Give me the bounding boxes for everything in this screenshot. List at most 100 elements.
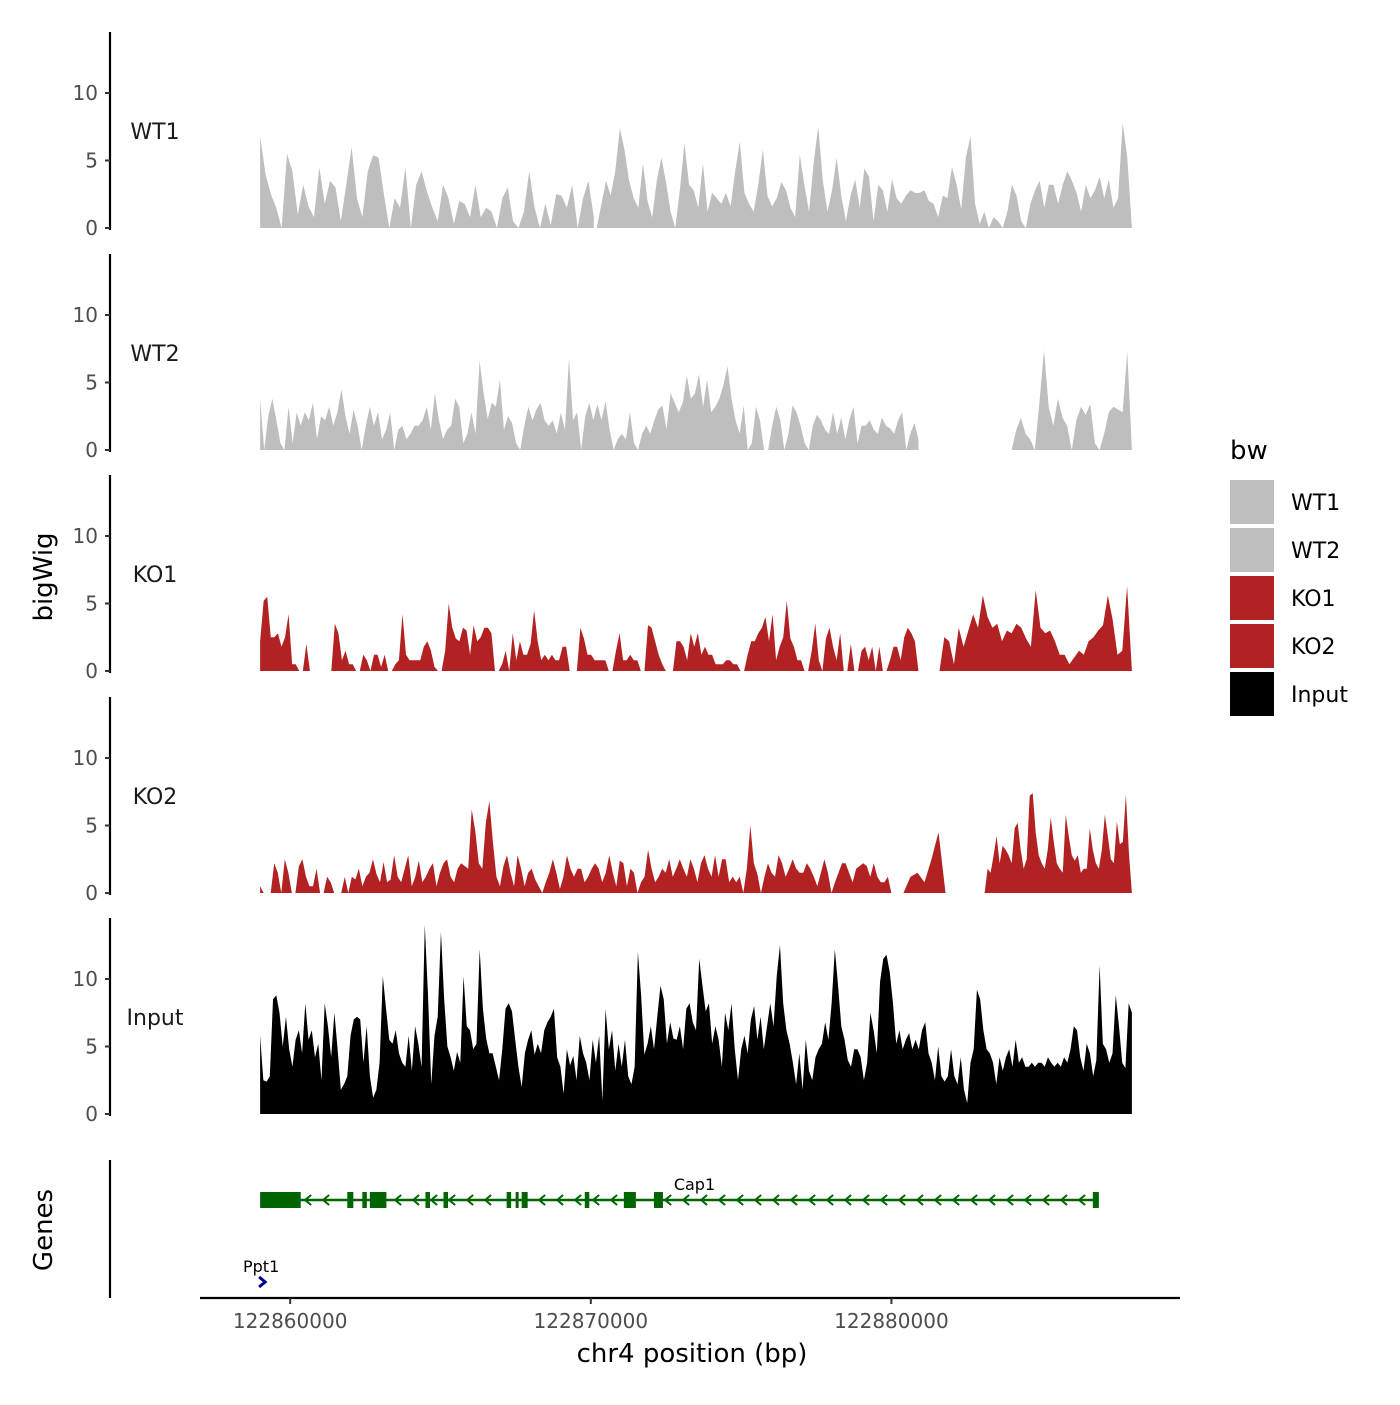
legend-swatch-ko1 bbox=[1230, 576, 1274, 620]
y-tick-label-ko2-0: 0 bbox=[85, 881, 98, 905]
gene-strand-arrow-cap1-32 bbox=[987, 1194, 996, 1206]
track-label-ko1: KO1 bbox=[133, 563, 178, 588]
gene-strand-arrow-cap1-6 bbox=[447, 1194, 456, 1206]
x-tick-label-122870000: 122870000 bbox=[534, 1309, 649, 1333]
track-label-wt1: WT1 bbox=[130, 120, 179, 145]
gene-strand-arrow-cap1-34 bbox=[1023, 1194, 1032, 1206]
track-label-ko2: KO2 bbox=[133, 785, 178, 810]
gene-strand-arrow-cap1-17 bbox=[717, 1194, 726, 1206]
legend-label-ko2: KO2 bbox=[1291, 635, 1336, 660]
gene-exon-cap1-12 bbox=[653, 1192, 663, 1208]
gene-strand-arrow-cap1-15 bbox=[681, 1194, 690, 1206]
gene-strand-arrow-cap1-37 bbox=[1077, 1194, 1086, 1206]
coverage-area-wt1-1 bbox=[260, 136, 594, 228]
gene-exon-cap1-5 bbox=[425, 1192, 430, 1208]
gene-exon-cap1-10 bbox=[584, 1192, 590, 1208]
gene-strand-arrow-cap1-14 bbox=[663, 1194, 672, 1206]
gene-strand-arrow-cap1-21 bbox=[789, 1194, 798, 1206]
track-label-wt2: WT2 bbox=[130, 342, 179, 367]
gene-strand-arrow-cap1-5 bbox=[429, 1194, 438, 1206]
gene-exon-cap1-13 bbox=[1092, 1192, 1099, 1208]
coverage-area-wt2-1 bbox=[260, 358, 919, 450]
coverage-area-ko2-2 bbox=[903, 832, 946, 893]
coverage-area-wt1-2 bbox=[596, 122, 1132, 228]
gene-strand-arrow-cap1-11 bbox=[573, 1194, 582, 1206]
gene-strand-arrow-cap1-28 bbox=[915, 1194, 924, 1206]
gene-strand-arrow-cap1-26 bbox=[879, 1194, 888, 1206]
y-tick-label-wt1-5: 5 bbox=[85, 149, 98, 173]
coverage-area-ko2-3 bbox=[984, 793, 1132, 893]
gene-marker-ppt1 bbox=[258, 1275, 268, 1289]
gene-exon-cap1-9 bbox=[521, 1192, 528, 1208]
legend-swatch-input bbox=[1230, 672, 1274, 716]
gene-label-ppt1: Ppt1 bbox=[243, 1257, 279, 1276]
x-tick-label-122880000: 122880000 bbox=[834, 1309, 949, 1333]
gene-label-cap1: Cap1 bbox=[674, 1175, 715, 1194]
y-tick-label-wt1-0: 0 bbox=[85, 216, 98, 240]
y-tick-label-wt1-10: 10 bbox=[73, 81, 98, 105]
gene-strand-arrow-cap1-36 bbox=[1059, 1194, 1068, 1206]
y-tick-label-ko1-0: 0 bbox=[85, 659, 98, 683]
legend-title: bw bbox=[1230, 436, 1268, 466]
gene-exon-cap1-7 bbox=[506, 1192, 512, 1208]
legend-swatch-ko2 bbox=[1230, 624, 1274, 668]
gene-strand-arrow-cap1-27 bbox=[897, 1194, 906, 1206]
y-tick-label-ko1-5: 5 bbox=[85, 592, 98, 616]
gene-exon-cap1-2 bbox=[347, 1192, 354, 1208]
y-tick-label-ko2-10: 10 bbox=[73, 746, 98, 770]
coverage-area-wt2-2 bbox=[1011, 350, 1132, 450]
legend-label-wt2: WT2 bbox=[1291, 539, 1340, 564]
y-tick-label-input-10: 10 bbox=[73, 967, 98, 991]
gene-strand-arrow-cap1-4 bbox=[411, 1194, 420, 1206]
gene-strand-arrow-cap1-2 bbox=[321, 1194, 330, 1206]
gene-strand-arrow-cap1-12 bbox=[591, 1194, 600, 1206]
y-tick-label-wt2-0: 0 bbox=[85, 438, 98, 462]
coverage-area-ko1-1 bbox=[260, 596, 919, 671]
gene-strand-arrow-cap1-16 bbox=[699, 1194, 708, 1206]
gene-strand-arrow-cap1-18 bbox=[735, 1194, 744, 1206]
y-tick-label-wt2-5: 5 bbox=[85, 371, 98, 395]
y-axis-title: bigWig bbox=[29, 532, 59, 621]
gene-strand-arrow-cap1-25 bbox=[861, 1194, 870, 1206]
legend-swatch-wt1 bbox=[1230, 480, 1274, 524]
gene-strand-arrow-cap1-9 bbox=[537, 1194, 546, 1206]
gene-exon-cap1-11 bbox=[623, 1192, 636, 1208]
gene-strand-arrow-cap1-7 bbox=[465, 1194, 474, 1206]
legend-swatch-wt2 bbox=[1230, 528, 1274, 572]
legend-label-wt1: WT1 bbox=[1291, 491, 1340, 516]
gene-strand-arrow-cap1-30 bbox=[951, 1194, 960, 1206]
legend-label-input: Input bbox=[1291, 683, 1348, 708]
gene-strand-arrow-cap1-23 bbox=[825, 1194, 834, 1206]
gene-strand-arrow-cap1-8 bbox=[483, 1194, 492, 1206]
y-tick-label-input-0: 0 bbox=[85, 1102, 98, 1126]
coverage-area-ko1-2 bbox=[939, 585, 1132, 671]
coverage-area-ko2-1 bbox=[260, 801, 892, 893]
gene-strand-arrow-cap1-33 bbox=[1005, 1194, 1014, 1206]
y-tick-label-input-5: 5 bbox=[85, 1035, 98, 1059]
x-tick-label-122860000: 122860000 bbox=[233, 1309, 348, 1333]
gene-strand-arrow-cap1-24 bbox=[843, 1194, 852, 1206]
gene-strand-arrow-cap1-19 bbox=[753, 1194, 762, 1206]
gene-strand-arrow-cap1-29 bbox=[933, 1194, 942, 1206]
gene-strand-arrow-cap1-20 bbox=[771, 1194, 780, 1206]
gene-exon-cap1-8 bbox=[515, 1192, 519, 1208]
gene-strand-arrow-cap1-1 bbox=[303, 1194, 312, 1206]
gene-exon-cap1-6 bbox=[443, 1192, 449, 1208]
gene-exon-cap1-1 bbox=[260, 1192, 301, 1208]
y-tick-label-ko1-10: 10 bbox=[73, 524, 98, 548]
gene-exon-cap1-4 bbox=[369, 1192, 387, 1208]
gene-strand-arrow-cap1-31 bbox=[969, 1194, 978, 1206]
legend-label-ko1: KO1 bbox=[1291, 587, 1336, 612]
gene-strand-arrow-cap1-3 bbox=[393, 1194, 402, 1206]
coverage-area-input-1 bbox=[260, 925, 1132, 1114]
gene-strand-arrow-cap1-22 bbox=[807, 1194, 816, 1206]
gene-exon-cap1-3 bbox=[362, 1192, 367, 1208]
gene-strand-arrow-cap1-13 bbox=[609, 1194, 618, 1206]
gene-strand-arrow-cap1-10 bbox=[555, 1194, 564, 1206]
gene-strand-arrow-cap1-35 bbox=[1041, 1194, 1050, 1206]
genes-axis-title: Genes bbox=[29, 1189, 59, 1271]
y-tick-label-ko2-5: 5 bbox=[85, 814, 98, 838]
y-tick-label-wt2-10: 10 bbox=[73, 303, 98, 327]
track-label-input: Input bbox=[127, 1006, 184, 1031]
